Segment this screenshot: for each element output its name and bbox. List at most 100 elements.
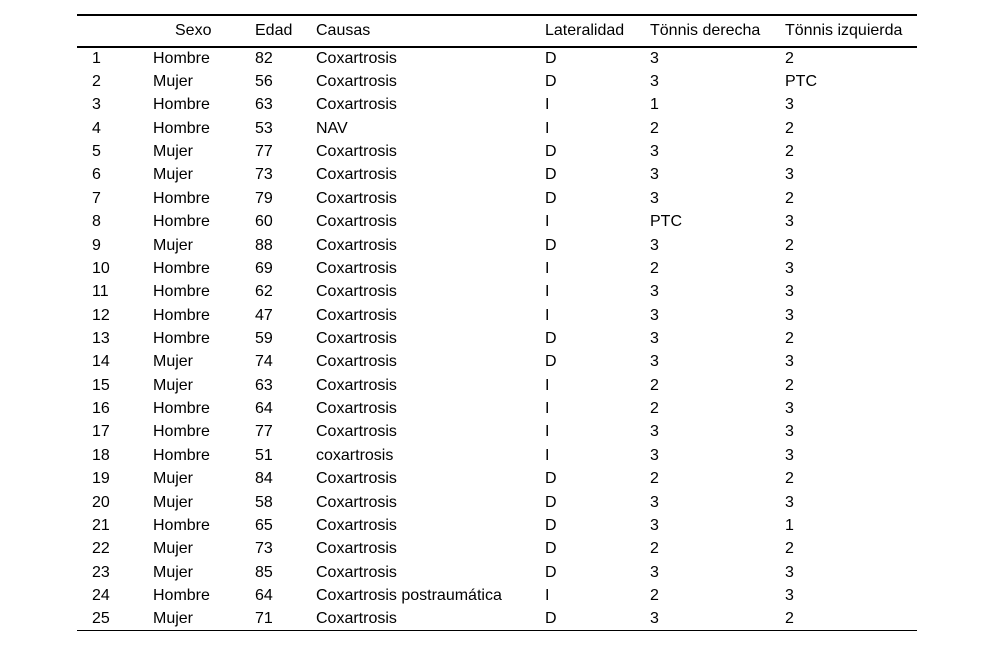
- cell-tonnis-derecha: 2: [650, 540, 659, 558]
- column-header-causas: Causas: [316, 22, 371, 39]
- table-row: 24 Hombre 64 Coxartrosis postraumática I…: [77, 584, 917, 607]
- cell-edad: 62: [255, 283, 273, 301]
- cell-sexo: Hombre: [153, 306, 210, 324]
- cell-sexo: Hombre: [153, 446, 210, 464]
- column-header-tonnis-izquierda: Tönnis izquierda: [785, 22, 903, 39]
- cell-sexo: Mujer: [153, 166, 194, 184]
- cell-sexo: Mujer: [153, 236, 194, 254]
- cell-sexo: Hombre: [153, 189, 210, 207]
- cell-index: 20: [92, 493, 110, 511]
- cell-causas: Coxartrosis: [316, 563, 397, 581]
- cell-tonnis-derecha: 2: [650, 119, 659, 137]
- cell-lateralidad: D: [545, 73, 557, 91]
- table-row: 18 Hombre 51 coxartrosis I 3 3: [77, 444, 917, 467]
- cell-edad: 59: [255, 329, 273, 347]
- cell-lateralidad: D: [545, 236, 557, 254]
- cell-index: 7: [92, 189, 101, 207]
- cell-causas: Coxartrosis: [316, 189, 397, 207]
- table-row: 13 Hombre 59 Coxartrosis D 3 2: [77, 327, 917, 350]
- table-row: 23 Mujer 85 Coxartrosis D 3 3: [77, 561, 917, 584]
- table-row: 21 Hombre 65 Coxartrosis D 3 1: [77, 514, 917, 537]
- cell-tonnis-izquierda: 2: [785, 189, 794, 207]
- cell-sexo: Hombre: [153, 586, 210, 604]
- cell-edad: 82: [255, 50, 273, 68]
- cell-causas: Coxartrosis: [316, 213, 397, 231]
- cell-lateralidad: I: [545, 96, 550, 114]
- table-row: 17 Hombre 77 Coxartrosis I 3 3: [77, 421, 917, 444]
- cell-sexo: Hombre: [153, 213, 210, 231]
- cell-sexo: Mujer: [153, 540, 194, 558]
- cell-lateralidad: I: [545, 446, 550, 464]
- cell-tonnis-izquierda: 3: [785, 563, 794, 581]
- table-row: 19 Mujer 84 Coxartrosis D 2 2: [77, 467, 917, 490]
- cell-lateralidad: D: [545, 610, 557, 628]
- cell-lateralidad: D: [545, 353, 557, 371]
- cell-sexo: Hombre: [153, 50, 210, 68]
- cell-sexo: Hombre: [153, 423, 210, 441]
- cell-tonnis-izquierda: 2: [785, 540, 794, 558]
- cell-index: 24: [92, 586, 110, 604]
- cell-edad: 60: [255, 213, 273, 231]
- cell-causas: NAV: [316, 119, 348, 137]
- cell-sexo: Mujer: [153, 610, 194, 628]
- cell-sexo: Mujer: [153, 376, 194, 394]
- table-row: 4 Hombre 53 NAV I 2 2: [77, 117, 917, 140]
- table-row: 5 Mujer 77 Coxartrosis D 3 2: [77, 140, 917, 163]
- cell-index: 12: [92, 306, 110, 324]
- cell-tonnis-derecha: 3: [650, 189, 659, 207]
- cell-tonnis-derecha: 3: [650, 306, 659, 324]
- cell-sexo: Hombre: [153, 283, 210, 301]
- cell-tonnis-izquierda: 2: [785, 236, 794, 254]
- cell-tonnis-izquierda: 3: [785, 400, 794, 418]
- cell-tonnis-derecha: 3: [650, 329, 659, 347]
- cell-causas: Coxartrosis: [316, 166, 397, 184]
- cell-sexo: Mujer: [153, 353, 194, 371]
- cell-index: 22: [92, 540, 110, 558]
- cell-index: 11: [92, 283, 109, 301]
- cell-sexo: Hombre: [153, 259, 210, 277]
- cell-tonnis-izquierda: 2: [785, 119, 794, 137]
- cell-lateralidad: D: [545, 50, 557, 68]
- cell-edad: 77: [255, 423, 273, 441]
- cell-causas: Coxartrosis: [316, 73, 397, 91]
- cell-index: 4: [92, 119, 101, 137]
- cell-tonnis-derecha: 3: [650, 143, 659, 161]
- cell-lateralidad: D: [545, 189, 557, 207]
- cell-causas: Coxartrosis: [316, 50, 397, 68]
- cell-lateralidad: D: [545, 470, 557, 488]
- table-row: 14 Mujer 74 Coxartrosis D 3 3: [77, 351, 917, 374]
- header-row: Sexo Edad Causas Lateralidad Tönnis dere…: [77, 15, 917, 47]
- cell-tonnis-derecha: 3: [650, 516, 659, 534]
- cell-tonnis-izquierda: 3: [785, 493, 794, 511]
- cell-edad: 64: [255, 400, 273, 418]
- cell-tonnis-derecha: 2: [650, 586, 659, 604]
- cell-lateralidad: I: [545, 376, 550, 394]
- table-body: 1 Hombre 82 Coxartrosis D 3 2 2 Mujer 56…: [77, 47, 917, 631]
- cell-causas: coxartrosis: [316, 446, 394, 464]
- cell-edad: 74: [255, 353, 273, 371]
- cell-edad: 77: [255, 143, 273, 161]
- cell-index: 2: [92, 73, 101, 91]
- cell-edad: 53: [255, 119, 273, 137]
- column-header-edad: Edad: [255, 22, 293, 39]
- cell-tonnis-derecha: 2: [650, 259, 659, 277]
- table-row: 11 Hombre 62 Coxartrosis I 3 3: [77, 281, 917, 304]
- cell-index: 17: [92, 423, 110, 441]
- cell-tonnis-derecha: 3: [650, 353, 659, 371]
- cell-tonnis-izquierda: 2: [785, 50, 794, 68]
- cell-tonnis-derecha: 3: [650, 423, 659, 441]
- cell-tonnis-derecha: 1: [650, 96, 659, 114]
- cell-sexo: Mujer: [153, 563, 194, 581]
- cell-lateralidad: D: [545, 516, 557, 534]
- cell-tonnis-derecha: 3: [650, 446, 659, 464]
- column-header-lateralidad: Lateralidad: [545, 22, 625, 39]
- cell-edad: 51: [255, 446, 273, 464]
- cell-index: 10: [92, 259, 110, 277]
- cell-tonnis-izquierda: 2: [785, 470, 794, 488]
- cell-tonnis-izquierda: 3: [785, 586, 794, 604]
- cell-tonnis-izquierda: PTC: [785, 73, 817, 91]
- table-row: 22 Mujer 73 Coxartrosis D 2 2: [77, 538, 917, 561]
- cell-tonnis-derecha: 3: [650, 493, 659, 511]
- cell-tonnis-derecha: 3: [650, 236, 659, 254]
